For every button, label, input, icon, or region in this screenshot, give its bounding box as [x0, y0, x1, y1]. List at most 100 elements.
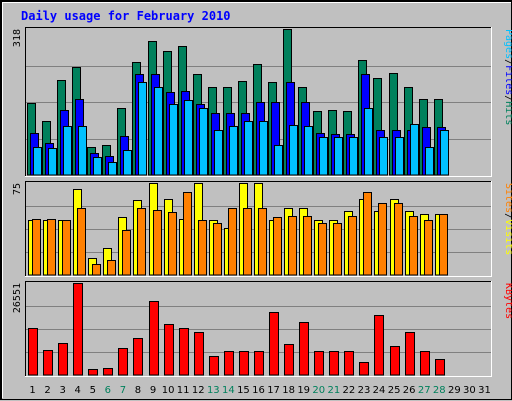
- visits-panel: 75 Sites/Visits: [12, 181, 512, 277]
- bar-kbytes-day-26: [405, 332, 415, 376]
- bar-kbytes-day-20: [314, 351, 324, 376]
- x-label-day-7: 7: [120, 385, 126, 396]
- bar-kbytes-day-19: [299, 322, 309, 376]
- bar-kbytes-day-13: [209, 356, 219, 376]
- hits-panel-series-pages: [33, 82, 449, 176]
- x-label-day-4: 4: [75, 385, 81, 396]
- bar-pages-day-10: [169, 104, 178, 176]
- x-label-day-26: 26: [403, 385, 416, 396]
- legend-entry: Pages: [503, 29, 512, 59]
- kbytes-panel-max-label: 26551: [12, 283, 23, 313]
- bar-sites-day-15: [243, 208, 252, 276]
- bar-pages-day-12: [199, 108, 208, 176]
- bar-sites-day-17: [273, 217, 282, 276]
- bar-pages-day-26: [410, 124, 419, 176]
- bar-pages-day-3: [63, 126, 72, 176]
- bar-sites-day-7: [122, 230, 131, 276]
- legend-entry: /: [503, 95, 512, 101]
- bar-sites-day-1: [32, 219, 41, 276]
- bar-sites-day-13: [213, 223, 222, 276]
- x-label-day-21: 21: [327, 385, 340, 396]
- legend-entry: /: [503, 213, 512, 219]
- bar-kbytes-day-8: [133, 338, 143, 376]
- bar-kbytes-day-22: [344, 351, 354, 376]
- bar-kbytes-day-16: [254, 351, 264, 376]
- bar-kbytes-day-17: [269, 312, 279, 376]
- x-label-day-8: 8: [135, 385, 141, 396]
- x-label-day-24: 24: [373, 385, 386, 396]
- bar-sites-day-21: [333, 223, 342, 276]
- x-label-day-30: 30: [463, 385, 476, 396]
- bar-pages-day-28: [440, 130, 449, 176]
- bar-pages-day-15: [244, 121, 253, 176]
- legend-entry: Sites: [503, 183, 512, 213]
- x-label-day-27: 27: [418, 385, 431, 396]
- bar-pages-day-19: [304, 126, 313, 176]
- bar-sites-day-10: [168, 212, 177, 276]
- x-label-day-15: 15: [237, 385, 250, 396]
- kbytes-panel: 26551 KBytes: [12, 281, 512, 377]
- x-label-day-13: 13: [207, 385, 220, 396]
- bar-sites-day-25: [394, 203, 403, 276]
- x-label-day-23: 23: [358, 385, 371, 396]
- x-label-day-10: 10: [162, 385, 175, 396]
- x-label-day-20: 20: [312, 385, 325, 396]
- x-label-day-9: 9: [150, 385, 156, 396]
- bar-pages-day-7: [123, 150, 132, 176]
- kbytes-panel-legend: KBytes: [503, 283, 512, 319]
- x-label-day-17: 17: [267, 385, 280, 396]
- x-label-day-12: 12: [192, 385, 205, 396]
- x-label-day-6: 6: [105, 385, 111, 396]
- bar-sites-day-2: [47, 219, 56, 276]
- bar-sites-day-26: [409, 216, 418, 276]
- legend-entry: KBytes: [503, 283, 512, 319]
- bar-pages-day-22: [349, 137, 358, 176]
- chart-panels: 318Pages/Files/Hits75Sites/Visits26551KB…: [12, 27, 512, 377]
- visits-panel-legend: Sites/Visits: [503, 183, 512, 255]
- x-label-day-19: 19: [297, 385, 310, 396]
- bar-pages-day-8: [138, 82, 147, 176]
- x-label-day-5: 5: [90, 385, 96, 396]
- legend-entry: Visits: [503, 219, 512, 255]
- x-label-day-11: 11: [177, 385, 190, 396]
- bar-sites-day-4: [77, 208, 86, 276]
- kbytes-panel-series-kbytes: [28, 283, 445, 376]
- bar-pages-day-5: [93, 157, 102, 176]
- bar-kbytes-day-10: [164, 324, 174, 376]
- bar-pages-day-24: [379, 137, 388, 176]
- x-label-day-29: 29: [448, 385, 461, 396]
- x-label-day-2: 2: [44, 385, 50, 396]
- hits-panel-legend: Pages/Files/Hits: [503, 29, 512, 125]
- bar-kbytes-day-9: [149, 301, 159, 376]
- bar-sites-day-22: [348, 216, 357, 276]
- bar-kbytes-day-25: [390, 346, 400, 376]
- bar-pages-day-17: [274, 145, 283, 176]
- bar-kbytes-day-4: [73, 283, 83, 376]
- bar-sites-day-23: [363, 192, 372, 276]
- bar-kbytes-day-7: [118, 348, 128, 376]
- bar-pages-day-9: [154, 87, 163, 176]
- bar-sites-day-18: [288, 216, 297, 276]
- bar-sites-day-24: [378, 203, 387, 276]
- bar-kbytes-day-14: [224, 351, 234, 376]
- legend-entry: Files: [503, 65, 512, 95]
- bar-kbytes-day-3: [58, 343, 68, 376]
- bar-sites-day-14: [228, 208, 237, 276]
- bar-kbytes-day-23: [359, 362, 369, 376]
- bar-pages-day-6: [108, 162, 117, 176]
- bar-kbytes-day-5: [88, 369, 98, 376]
- bar-pages-day-2: [48, 148, 57, 176]
- bar-pages-day-4: [78, 126, 87, 176]
- bar-pages-day-13: [214, 130, 223, 176]
- x-axis-day-labels: 1 2 3 4 5 6 7 8 9 10 11 12 13 14 15 16 17 18 19 20 21 22 23 24 2…: [29, 385, 490, 396]
- legend-entry: Hits: [503, 101, 512, 125]
- bar-sites-day-3: [62, 220, 71, 276]
- bar-kbytes-day-28: [435, 359, 445, 376]
- bar-kbytes-day-24: [374, 315, 384, 376]
- bar-kbytes-day-21: [329, 351, 339, 376]
- bar-pages-day-18: [289, 125, 298, 176]
- bar-sites-day-16: [258, 208, 267, 276]
